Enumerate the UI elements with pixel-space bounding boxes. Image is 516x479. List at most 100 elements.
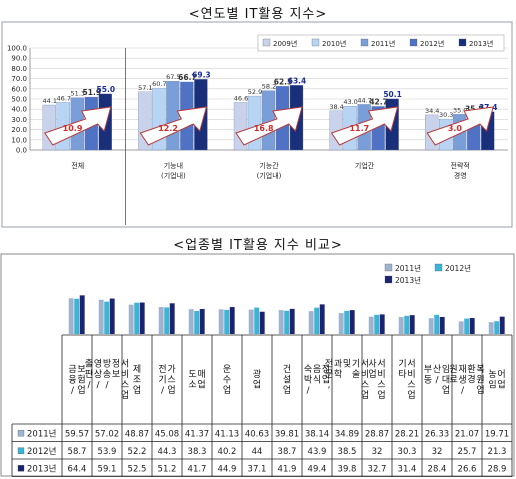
chart2-category-char: / [87,381,91,391]
chart1-annotation-arrow [330,106,399,146]
chart2-category-label: 재 생 / [458,364,466,396]
chart1-legend-label: 2013년 [469,39,493,48]
chart2-bar [218,309,224,334]
chart2-category-char: 비 [407,369,415,380]
chart2-category-char: 기 [158,374,166,385]
chart2-bar [488,322,494,334]
chart2-category-char: 및 [343,358,351,370]
chart2-category-char: 설 [283,374,291,385]
chart2-category-char: 숙 [304,364,312,375]
chart1-data-label: 43.0 [343,98,357,106]
chart1-data-label: 51.3 [71,90,85,98]
chart1-ytick-label: 60.0 [11,85,27,93]
chart2-bar [349,310,355,334]
chart1-title: <연도별 IT활용 지수> [188,7,328,22]
chart2-table-value: 39.8 [338,464,357,474]
chart2-category-char: 복 [476,364,484,375]
chart1-category-label: (기업내) [257,171,282,180]
chart2-table-value: 31.4 [398,464,417,474]
chart2-bar [158,306,164,334]
chart2-table-value: 28.21 [395,429,419,439]
chart2-table-value: 40.63 [245,429,269,439]
chart2-table-value: 39.81 [275,429,299,439]
chart2-table-value: 38.7 [278,447,297,457]
chart2-category-char: 판 [85,369,93,380]
chart2-legend-swatch [384,275,393,284]
chart1-annotation-arrow [426,106,494,146]
chart2-category-char: 수 [223,374,231,385]
chart2-category-char: 험 [77,374,85,385]
chart2-category-label: 금 융 / [68,364,76,396]
chart1-svg: 0.0 10.0 20.0 30.0 40.0 50.0 60.0 70.0 80.0 90.0 1… [1,21,513,228]
chart2-category-label: 및 [343,358,351,370]
chart2-table-value: 64.4 [68,464,87,474]
chart2-category-char: 업 [377,390,385,401]
chart2-bar [404,315,410,334]
chart2-legend-swatch [384,263,393,272]
chart2-table-value: 26.6 [458,464,477,474]
chart2-table-value: 34.89 [335,429,359,439]
chart2-category-char: 음 [313,364,321,375]
chart1-ytick-label: 20.0 [11,126,27,134]
chart2-category-char: 부 [424,364,432,375]
chart2-category-char: 스 [361,380,369,391]
chart2-category-char: 임 [488,379,496,391]
chart1-ytick-label: 100.0 [7,45,27,53]
chart2-category-char: 전 [158,364,166,375]
chart2-bar [164,307,170,334]
chart2-bar [458,321,464,334]
chart1-data-label: 44.1 [43,97,57,105]
chart2-row-label: 2013년 [27,463,56,474]
chart1-data-label: 58.2 [262,83,276,91]
chart2-category-char: 비 [377,369,385,380]
chart1-annotation-label: 10.9 [63,124,83,133]
chart2-bar [289,308,295,334]
chart2-bar [308,311,314,334]
chart2-category-char: 도 [188,370,196,380]
chart1-legend-label: 2009년 [273,39,297,48]
chart2-table-value: 28.9 [488,464,507,474]
chart2-table-value: 53.9 [98,447,117,457]
chart2-category-char: 산 [433,364,441,375]
chart2-table-value: 41.7 [188,464,207,474]
chart2-bar [368,316,374,334]
chart2-bar [259,311,265,334]
chart2-category-char: 기 [398,359,406,370]
chart2-bar [398,317,404,334]
chart2-category-char: 업 [407,390,415,401]
chart2-category-char: 업 [497,380,505,391]
chart1-data-label: 46.6 [234,94,248,102]
chart2-category-char: 융 [68,374,76,385]
chart2-table-value: 51.2 [158,464,177,474]
chart2-bar [344,310,350,334]
chart2-category-char: 업 [77,385,85,396]
chart2-table-value: 45.08 [155,429,179,439]
chart2-category-char: , [328,381,331,391]
chart2-table-value: 41.9 [278,464,297,474]
chart2-bar [74,298,80,334]
chart2-category-char: 료 [449,375,457,385]
chart2-legend-swatch [434,263,443,272]
chart1-data-label: 46.7 [57,94,71,102]
chart2-category-char: 조 [133,375,141,385]
chart2-row-label: 2011년 [27,428,56,439]
chart2-category-char: 제 [133,364,141,375]
chart2-legend-label: 2012년 [445,263,471,273]
chart2-row-label: 2012년 [27,446,56,457]
chart2-table-value: 28.87 [365,429,389,439]
chart2-category-char: 생 [458,374,466,385]
chart2-category-char: 스 [377,380,385,391]
chart2-category-char: 업 [167,385,175,396]
chart1-data-label: 60.7 [152,80,166,88]
chart2-category-char: 타 [398,369,407,380]
